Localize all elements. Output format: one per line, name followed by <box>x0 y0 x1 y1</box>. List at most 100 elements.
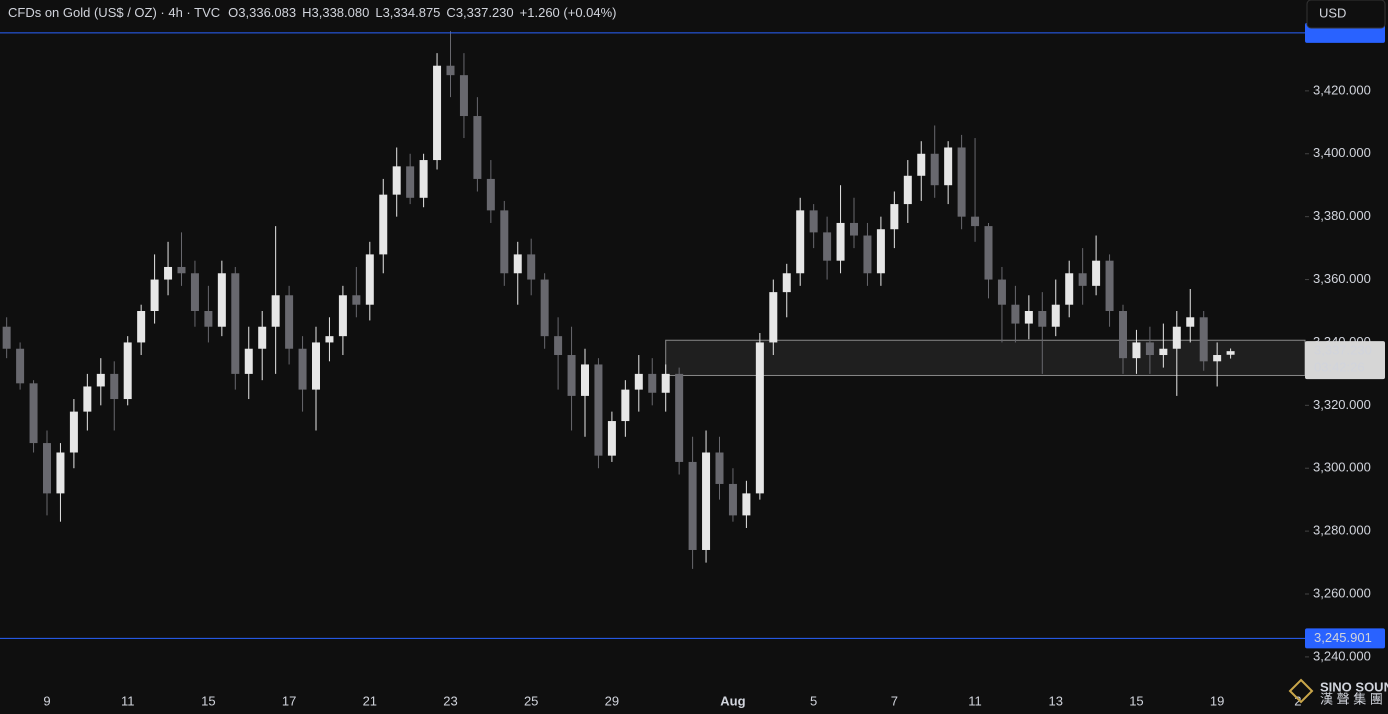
title: CFDs on Gold (US$ / OZ) · 4h · TVC <box>8 5 220 20</box>
x-tick-label: 29 <box>605 693 619 708</box>
candle-body <box>217 273 226 327</box>
x-tick-label: 25 <box>524 693 538 708</box>
candle-body <box>204 310 213 327</box>
ohlc-key: H <box>302 5 311 20</box>
watermark-subtitle: 漢 聲 集 團 <box>1320 691 1383 706</box>
candle-body <box>473 116 482 179</box>
candle-body <box>433 65 442 161</box>
candle-body <box>392 166 401 195</box>
candle-body <box>1186 317 1195 327</box>
y-tick-label: 3,320.000 <box>1313 397 1371 412</box>
candle-body <box>1132 342 1141 359</box>
x-tick-label: 11 <box>968 693 982 708</box>
candle-body <box>1119 310 1127 359</box>
current-price-tag <box>1305 341 1385 380</box>
candle-body <box>1226 351 1235 355</box>
candle-body <box>823 232 832 261</box>
candle-body <box>728 483 737 516</box>
candle-body <box>527 254 536 280</box>
candle-body <box>850 222 858 236</box>
candle-body <box>137 310 146 343</box>
candle-body <box>809 210 818 233</box>
y-tick-label: 3,300.000 <box>1313 460 1371 475</box>
candle-body <box>836 222 845 261</box>
ohlc-value: 3,338.080 <box>312 5 370 20</box>
x-tick-label: 11 <box>121 693 135 708</box>
x-tick-label: 15 <box>1129 693 1143 708</box>
candle-body <box>769 292 778 343</box>
y-tick-label: 3,280.000 <box>1313 523 1371 538</box>
candle-body <box>917 153 926 176</box>
candle-body <box>43 443 51 494</box>
y-tick-label: 3,260.000 <box>1313 585 1371 600</box>
candle-body <box>796 210 805 274</box>
candle-body <box>1065 273 1074 305</box>
candle-body <box>997 279 1006 305</box>
x-tick-label: 13 <box>1049 693 1063 708</box>
candle-body <box>83 386 92 412</box>
candle-body <box>110 373 119 400</box>
candle-body <box>231 273 240 374</box>
candle-body <box>782 273 791 293</box>
candle-body <box>648 373 657 393</box>
candle-body <box>567 355 576 396</box>
candle-body <box>56 452 65 494</box>
ohlc-key: C <box>446 5 455 20</box>
candle-body <box>1199 317 1208 362</box>
candle-body <box>944 147 953 186</box>
x-tick-label: 19 <box>1210 693 1224 708</box>
ohlc-value: 3,336.083 <box>238 5 296 20</box>
candle-body <box>903 175 912 205</box>
ohlc-key: L <box>375 5 382 20</box>
watermark-logo <box>1288 678 1314 704</box>
countdown-label: 03:42:26 <box>1314 360 1365 375</box>
candle-body <box>1038 310 1047 327</box>
price-line-tag <box>1305 628 1385 649</box>
x-tick-label: 21 <box>363 693 377 708</box>
currency-button[interactable]: USD <box>1319 5 1346 20</box>
candle-body <box>150 279 159 311</box>
y-tick-label: 3,240.000 <box>1313 648 1371 663</box>
candle-body <box>1051 304 1060 327</box>
currency-button-box[interactable] <box>1306 0 1386 29</box>
candle-body <box>338 295 347 337</box>
x-tick-label: 2 <box>1294 693 1301 708</box>
ohlc-key: O <box>228 5 238 20</box>
candle-body <box>594 364 603 456</box>
candle-body <box>513 254 522 274</box>
candle-body <box>1145 342 1154 356</box>
candle-body <box>312 342 320 390</box>
y-tick-label: 3,420.000 <box>1313 82 1371 97</box>
x-tick-label: 7 <box>891 693 898 708</box>
candle-body <box>352 295 361 305</box>
ohlc-value: 3,337.230 <box>456 5 514 20</box>
candle-body <box>621 389 630 422</box>
candle-body <box>244 348 253 374</box>
watermark-name: SINO SOUND <box>1320 679 1388 694</box>
candle-body <box>123 342 132 400</box>
candle-body <box>406 166 415 198</box>
candle-body <box>984 226 993 280</box>
candle-body <box>702 452 711 550</box>
candle-body <box>1159 348 1168 356</box>
candle-body <box>890 204 899 230</box>
candle-body <box>446 65 455 76</box>
y-tick-label: 3,360.000 <box>1313 271 1371 286</box>
candle-body <box>755 342 764 494</box>
candle-body <box>957 147 966 217</box>
candle-body <box>190 273 199 311</box>
candle-body <box>661 373 670 393</box>
candle-body <box>325 336 334 343</box>
candle-body <box>1172 326 1181 349</box>
candle-body <box>634 373 643 390</box>
candle-body <box>607 421 616 456</box>
ohlc-value: 3,334.875 <box>383 5 441 20</box>
candle-body <box>419 160 428 198</box>
price-line-label: 3,245.901 <box>1314 630 1372 645</box>
candle-body <box>1024 310 1033 324</box>
x-tick-label: 5 <box>810 693 817 708</box>
candle-body <box>688 461 697 550</box>
y-tick-label: 3,380.000 <box>1313 208 1371 223</box>
candle-body <box>258 326 267 349</box>
